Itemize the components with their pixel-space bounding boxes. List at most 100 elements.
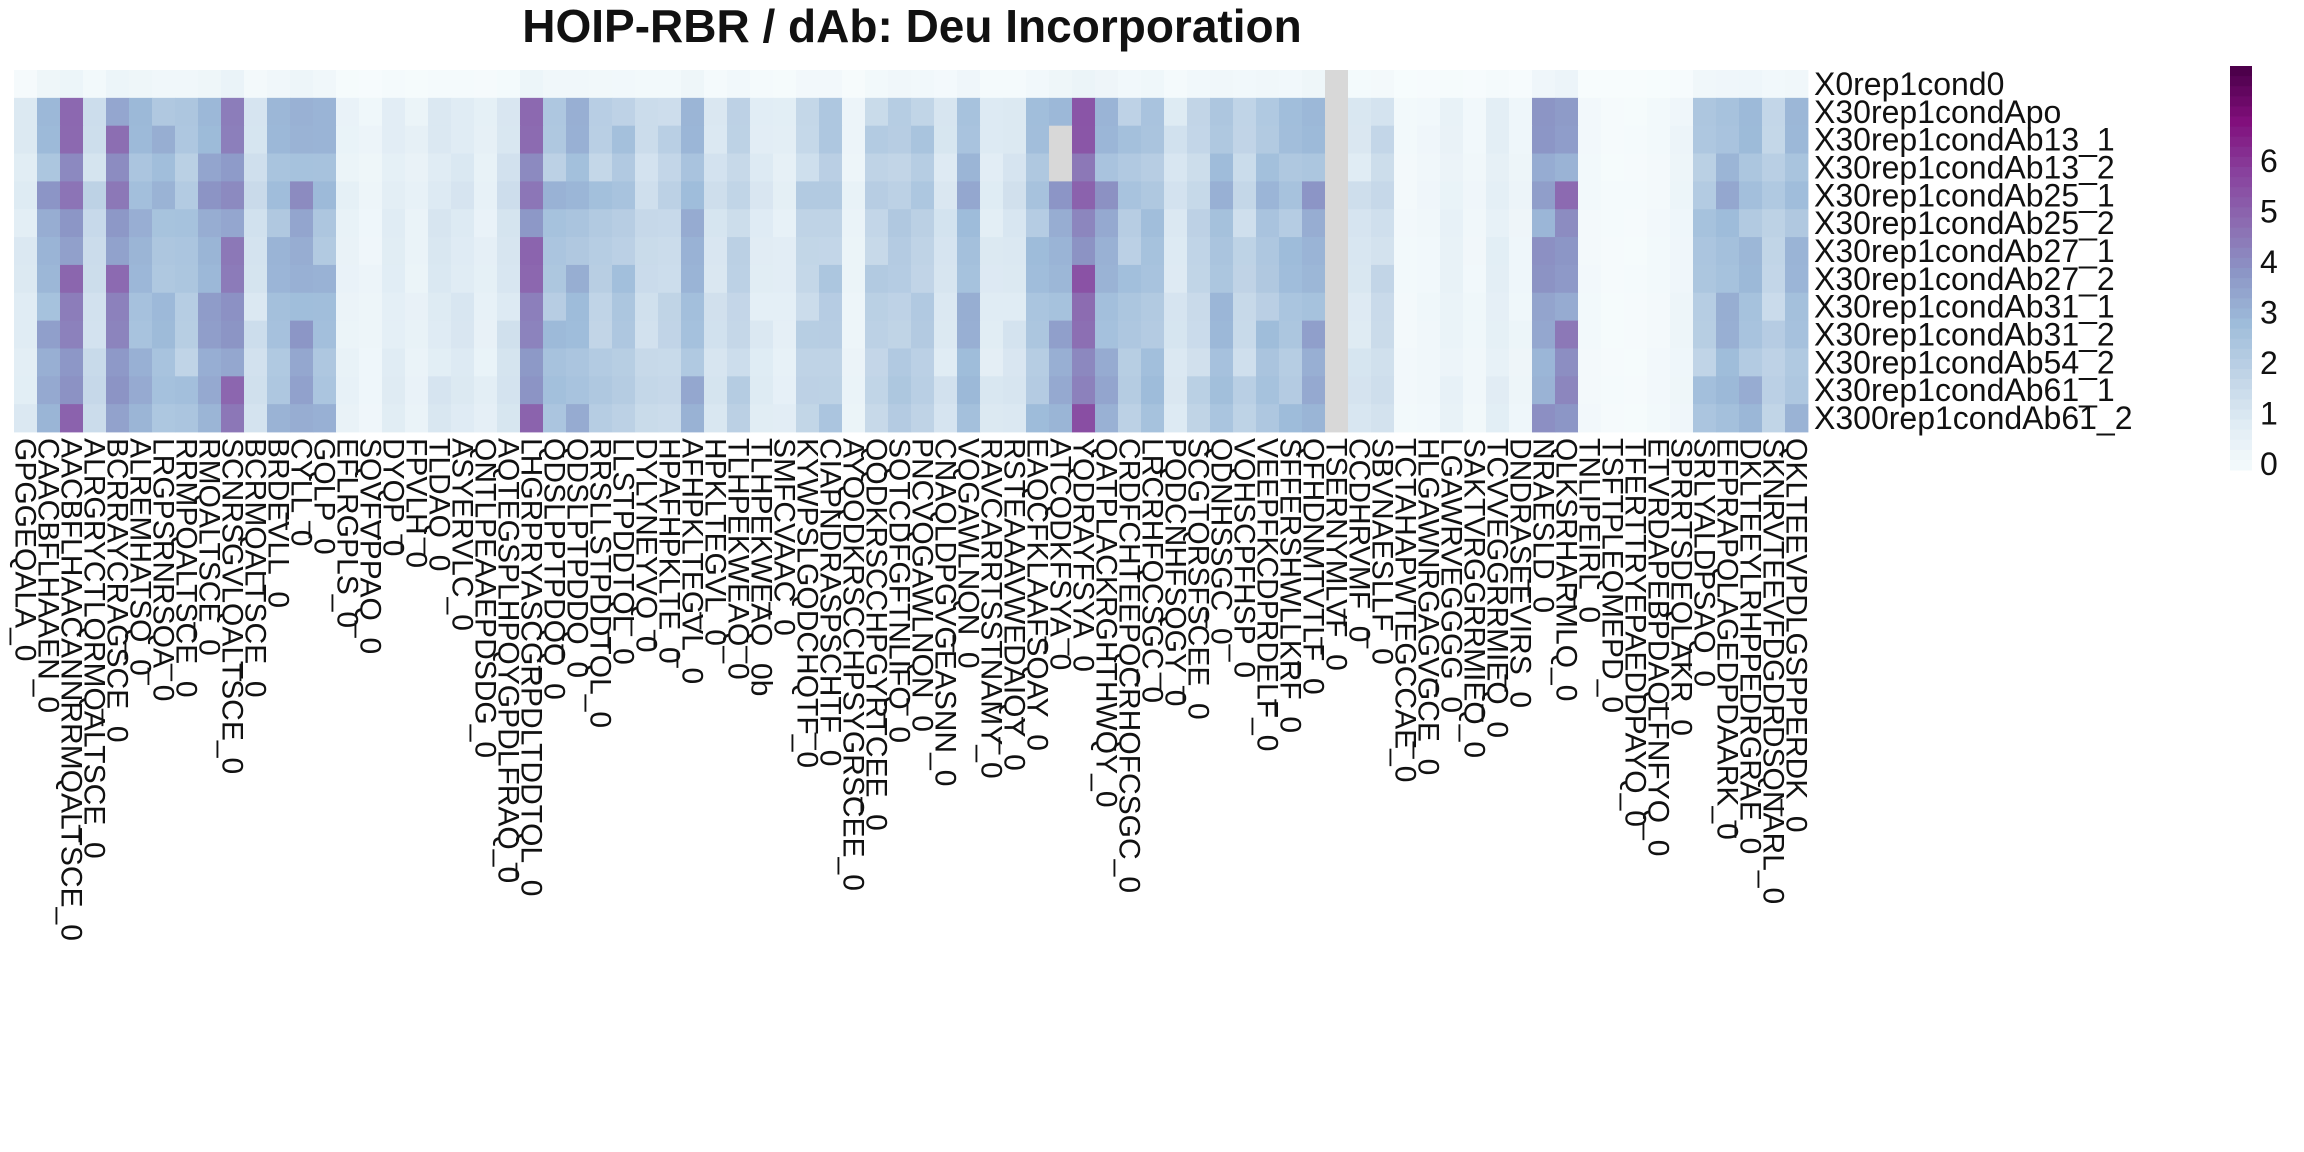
- heatmap-cell: [152, 264, 176, 294]
- heatmap-cell: [1164, 70, 1188, 99]
- heatmap-cell: [1716, 376, 1740, 405]
- heatmap-cell: [888, 404, 912, 433]
- color-legend: 0 1 2 3 4 5 6: [2230, 66, 2278, 482]
- heatmap-cell: [589, 70, 613, 99]
- heatmap-cell: [336, 264, 360, 294]
- heatmap-cell: [934, 209, 958, 238]
- heatmap-cell: [1739, 348, 1763, 377]
- heatmap-cell: [451, 209, 475, 238]
- heatmap-cell: [175, 125, 199, 154]
- heatmap-cell: [267, 348, 291, 377]
- heatmap-cell: [1164, 264, 1188, 294]
- heatmap-cell: [1118, 292, 1142, 322]
- heatmap-cell: [1279, 153, 1303, 182]
- heatmap-cell: [1693, 181, 1717, 210]
- heatmap-cell: [520, 97, 544, 127]
- legend-tick-label: 4: [2260, 244, 2278, 280]
- heatmap-cell: [1532, 153, 1556, 182]
- heatmap-cell: [1072, 181, 1096, 210]
- heatmap-cell: [1486, 153, 1510, 182]
- heatmap-cell: [750, 404, 774, 433]
- heatmap-cell: [1440, 125, 1464, 154]
- heatmap-cell: [865, 292, 889, 322]
- heatmap-cell: [1072, 97, 1096, 127]
- heatmap-cell: [957, 376, 981, 405]
- heatmap-cell: [543, 264, 567, 294]
- heatmap-cell: [129, 97, 153, 127]
- heatmap-cell: [60, 125, 84, 154]
- heatmap-cell: [773, 320, 797, 349]
- heatmap-cell: [1256, 97, 1280, 127]
- heatmap-cell: [911, 348, 935, 377]
- heatmap-cell: [1647, 348, 1671, 377]
- heatmap-cell: [1785, 209, 1809, 238]
- heatmap-cell: [83, 376, 107, 405]
- heatmap-cell: [1739, 209, 1763, 238]
- heatmap-cell: [934, 348, 958, 377]
- heatmap-cell: [1026, 237, 1050, 266]
- heatmap-cell: [313, 125, 337, 154]
- heatmap-cell: [1624, 348, 1648, 377]
- heatmap-cell: [221, 153, 245, 182]
- heatmap-cell: [1532, 97, 1556, 127]
- heatmap-cell: [405, 125, 429, 154]
- heatmap-cell: [382, 320, 406, 349]
- column-label: QATPLACKRGHTHWQY_0: [1090, 438, 1123, 808]
- heatmap-cell: [543, 125, 567, 154]
- heatmap-cell: [129, 376, 153, 405]
- heatmap-cell: [1256, 292, 1280, 322]
- heatmap-cell: [405, 292, 429, 322]
- heatmap-cell: [635, 125, 659, 154]
- heatmap-cell: [1233, 181, 1257, 210]
- heatmap-cell: [612, 237, 636, 266]
- column-label: NRAESLD_0: [1527, 438, 1560, 613]
- column-label: ASYERVLC_0: [446, 438, 479, 631]
- heatmap-cell: [1739, 237, 1763, 266]
- heatmap-cell: [428, 181, 452, 210]
- column-label: TLHPEKWEAQ_0: [722, 438, 755, 680]
- heatmap-cell: [1371, 181, 1395, 210]
- legend-swatch: [2230, 227, 2252, 239]
- heatmap-cell: [1256, 153, 1280, 182]
- heatmap-cell: [1647, 264, 1671, 294]
- heatmap-cell: [1463, 125, 1487, 154]
- heatmap-cell: [1486, 292, 1510, 322]
- heatmap-cell: [750, 348, 774, 377]
- heatmap-cell: [336, 376, 360, 405]
- heatmap-cell: [1325, 153, 1349, 182]
- column-label: TCTAHAPWTEGCCAE_0: [1389, 438, 1422, 783]
- heatmap-cell: [1026, 292, 1050, 322]
- heatmap-cell: [543, 404, 567, 433]
- heatmap-cell: [911, 264, 935, 294]
- heatmap-cell: [1670, 70, 1694, 99]
- legend-swatch: [2230, 308, 2252, 319]
- heatmap-cell: [704, 181, 728, 210]
- heatmap-cell: [1624, 153, 1648, 182]
- heatmap-cell: [290, 320, 314, 349]
- heatmap-cell: [842, 292, 866, 322]
- heatmap-cell: [1371, 237, 1395, 266]
- heatmap-cell: [566, 70, 590, 99]
- heatmap-cell: [37, 404, 61, 433]
- heatmap-cell: [106, 125, 130, 154]
- heatmap-cell: [681, 97, 705, 127]
- heatmap-cell: [796, 125, 820, 154]
- heatmap-cell: [60, 348, 84, 377]
- heatmap-cell: [1348, 264, 1372, 294]
- heatmap-cell: [842, 264, 866, 294]
- heatmap-cell: [83, 70, 107, 99]
- heatmap-cell: [359, 125, 383, 154]
- heatmap-cell: [934, 153, 958, 182]
- heatmap-cell: [842, 376, 866, 405]
- heatmap-cell: [1049, 209, 1073, 238]
- heatmap-cell: [658, 264, 682, 294]
- heatmap-cell: [474, 97, 498, 127]
- heatmap-cell: [658, 320, 682, 349]
- heatmap-cell: [1325, 320, 1349, 349]
- heatmap-cell: [14, 292, 38, 322]
- heatmap-cell: [980, 97, 1004, 127]
- heatmap-cell: [612, 70, 636, 99]
- heatmap-cell: [888, 70, 912, 99]
- heatmap-cell: [888, 209, 912, 238]
- column-label: AQTEGSPLHPQYGPDLFRAQ_0: [492, 438, 525, 883]
